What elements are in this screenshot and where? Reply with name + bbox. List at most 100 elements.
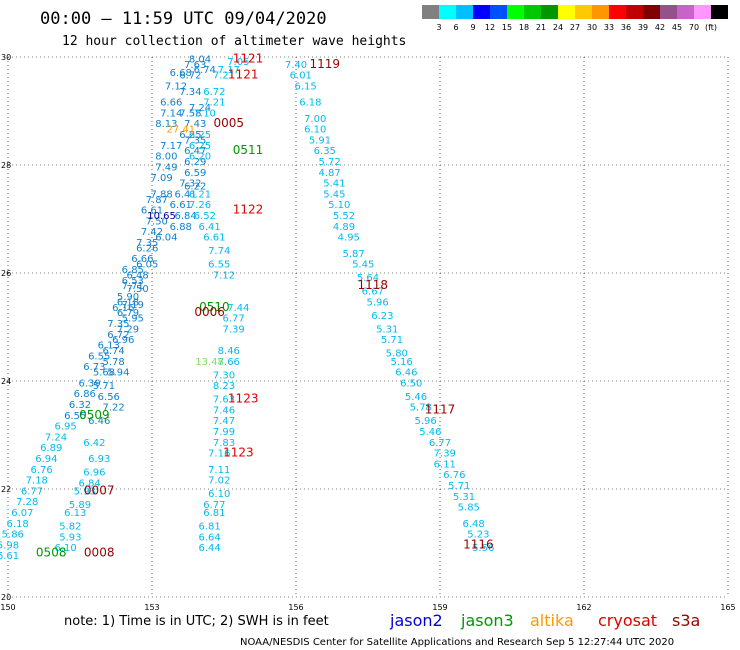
swh-value: 6.68	[170, 68, 192, 79]
swh-value: 8.46	[218, 346, 240, 357]
swh-value: 7.18	[26, 476, 48, 487]
swh-value: 6.77	[203, 500, 225, 511]
swh-value: 7.21	[203, 98, 225, 109]
colorbar-swatch	[558, 5, 575, 19]
colorbar-swatch	[626, 5, 643, 19]
swh-value: 7.50	[146, 216, 168, 227]
swh-value: 7.50	[126, 284, 148, 295]
swh-value: 7.35	[136, 238, 158, 249]
swh-value: 6.67	[362, 287, 384, 298]
swh-value: 5.96	[366, 297, 388, 308]
swh-value: 4.89	[333, 222, 355, 233]
swh-value: 5.45	[323, 189, 345, 200]
swh-value: 6.22	[184, 181, 206, 192]
swh-value: 5.91	[309, 135, 331, 146]
swh-value: 7.24	[189, 103, 211, 114]
colorbar-label: 24	[553, 23, 563, 32]
swh-value: 6.32	[69, 400, 91, 411]
swh-value: 6.15	[294, 81, 316, 92]
swh-value: 6.86	[74, 389, 96, 400]
swh-value: 7.12	[165, 81, 187, 92]
swh-value: 7.17	[160, 141, 182, 152]
swh-value: 6.61	[141, 206, 163, 217]
swh-value: 6.48	[126, 270, 148, 281]
swh-value: 7.88	[150, 189, 172, 200]
colorbar-swatch	[439, 5, 456, 19]
swh-value: 5.85	[458, 503, 480, 514]
swh-value: 6.85	[122, 265, 144, 276]
x-tick-label: 165	[720, 603, 735, 612]
swh-value: 7.29	[117, 324, 139, 335]
swh-value: 5.71	[381, 335, 403, 346]
time-label: 0509	[79, 408, 110, 422]
swh-value: 7.39	[222, 324, 244, 335]
swh-value: 6.55	[88, 351, 110, 362]
swh-value: 7.44	[227, 303, 249, 314]
swh-value: 4.87	[318, 168, 340, 179]
swh-value: 6.41	[198, 222, 220, 233]
swh-value: 6.55	[64, 411, 86, 422]
swh-value: 7.47	[213, 416, 235, 427]
colorbar-label: 33	[604, 23, 614, 32]
swh-value: 6.59	[184, 168, 206, 179]
swh-value: 6.55	[208, 260, 230, 271]
swh-value: 6.41	[174, 189, 196, 200]
swh-value: 6.81	[203, 508, 225, 519]
swh-value: 6.18	[6, 519, 28, 530]
swh-value: 7.16	[208, 449, 230, 460]
swh-value: 6.81	[198, 522, 220, 533]
time-label: 1117	[425, 402, 456, 416]
colorbar-label: 70	[689, 23, 699, 32]
swh-value: 6.61	[203, 233, 225, 244]
swh-value: 7.22	[102, 403, 124, 414]
swh-value: 5.72	[318, 157, 340, 168]
swh-value: 6.44	[198, 543, 220, 554]
data-points: 8.04 7.05 7.407.636.74 7.176.686.72 7.21 6.01…	[0, 54, 494, 562]
swh-value: 6.88	[170, 222, 192, 233]
y-tick-label: 20	[1, 593, 11, 602]
colorbar-label: 42	[655, 23, 665, 32]
swh-value: 6.61	[170, 200, 192, 211]
swh-value: 27.41	[166, 125, 195, 136]
swh-value: 6.79	[117, 308, 139, 319]
swh-value: 7.14	[160, 108, 182, 119]
swh-value: 5.78	[410, 403, 432, 414]
colorbar-label: 9	[470, 23, 475, 32]
swh-value: 5.95	[122, 314, 144, 325]
swh-value: 6.18	[117, 297, 139, 308]
swh-value: 7.63	[213, 395, 235, 406]
swh-value: 7.05	[227, 57, 249, 68]
swh-value: 6.16	[112, 303, 134, 314]
swh-value: 6.42	[83, 438, 105, 449]
satellite-legend: jason2 jason3 altika cryosat s3a	[389, 611, 700, 630]
swh-value: 5.89	[69, 500, 91, 511]
swh-value: 8.04	[189, 54, 211, 65]
swh-value: 6.76	[30, 465, 52, 476]
swh-value: 5.86	[2, 530, 24, 541]
colorbar-swatch	[541, 5, 558, 19]
swh-value: 8.13	[155, 119, 177, 130]
colorbar-label: 6	[453, 23, 458, 32]
swh-value: 6.13	[64, 508, 86, 519]
x-tick-label: 159	[432, 603, 447, 612]
swh-value: 6.66	[131, 254, 153, 265]
swh-value: 6.84	[174, 211, 196, 222]
swh-value: 6.77	[429, 438, 451, 449]
y-tick-label: 22	[1, 485, 11, 494]
swh-value: 7.21	[213, 71, 235, 82]
x-tick-label: 150	[0, 603, 15, 612]
swh-value: 7.46	[213, 405, 235, 416]
swh-value: 5.45	[352, 260, 374, 271]
colorbar-swatch	[660, 5, 677, 19]
swh-value: 6.74	[102, 346, 124, 357]
swh-value: 6.72	[203, 87, 225, 98]
swh-value: 6.95	[54, 422, 76, 433]
legend-altika: altika	[530, 611, 574, 630]
swh-value: 5.41	[323, 179, 345, 190]
swh-value: 7.83	[213, 438, 235, 449]
swh-value: 7.63	[184, 60, 206, 71]
swh-value: 7.26	[189, 200, 211, 211]
swh-value: 6.93	[88, 454, 110, 465]
time-label: 1121	[233, 51, 264, 65]
